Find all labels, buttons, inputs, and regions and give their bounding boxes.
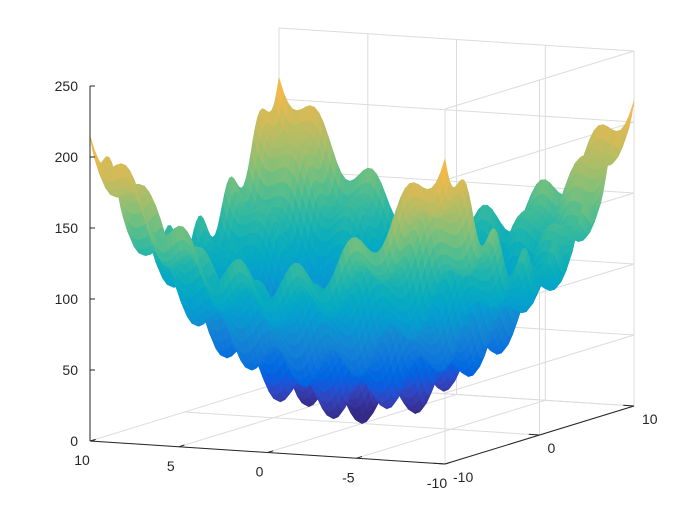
surface [89, 77, 635, 424]
surface-patch [626, 100, 635, 130]
